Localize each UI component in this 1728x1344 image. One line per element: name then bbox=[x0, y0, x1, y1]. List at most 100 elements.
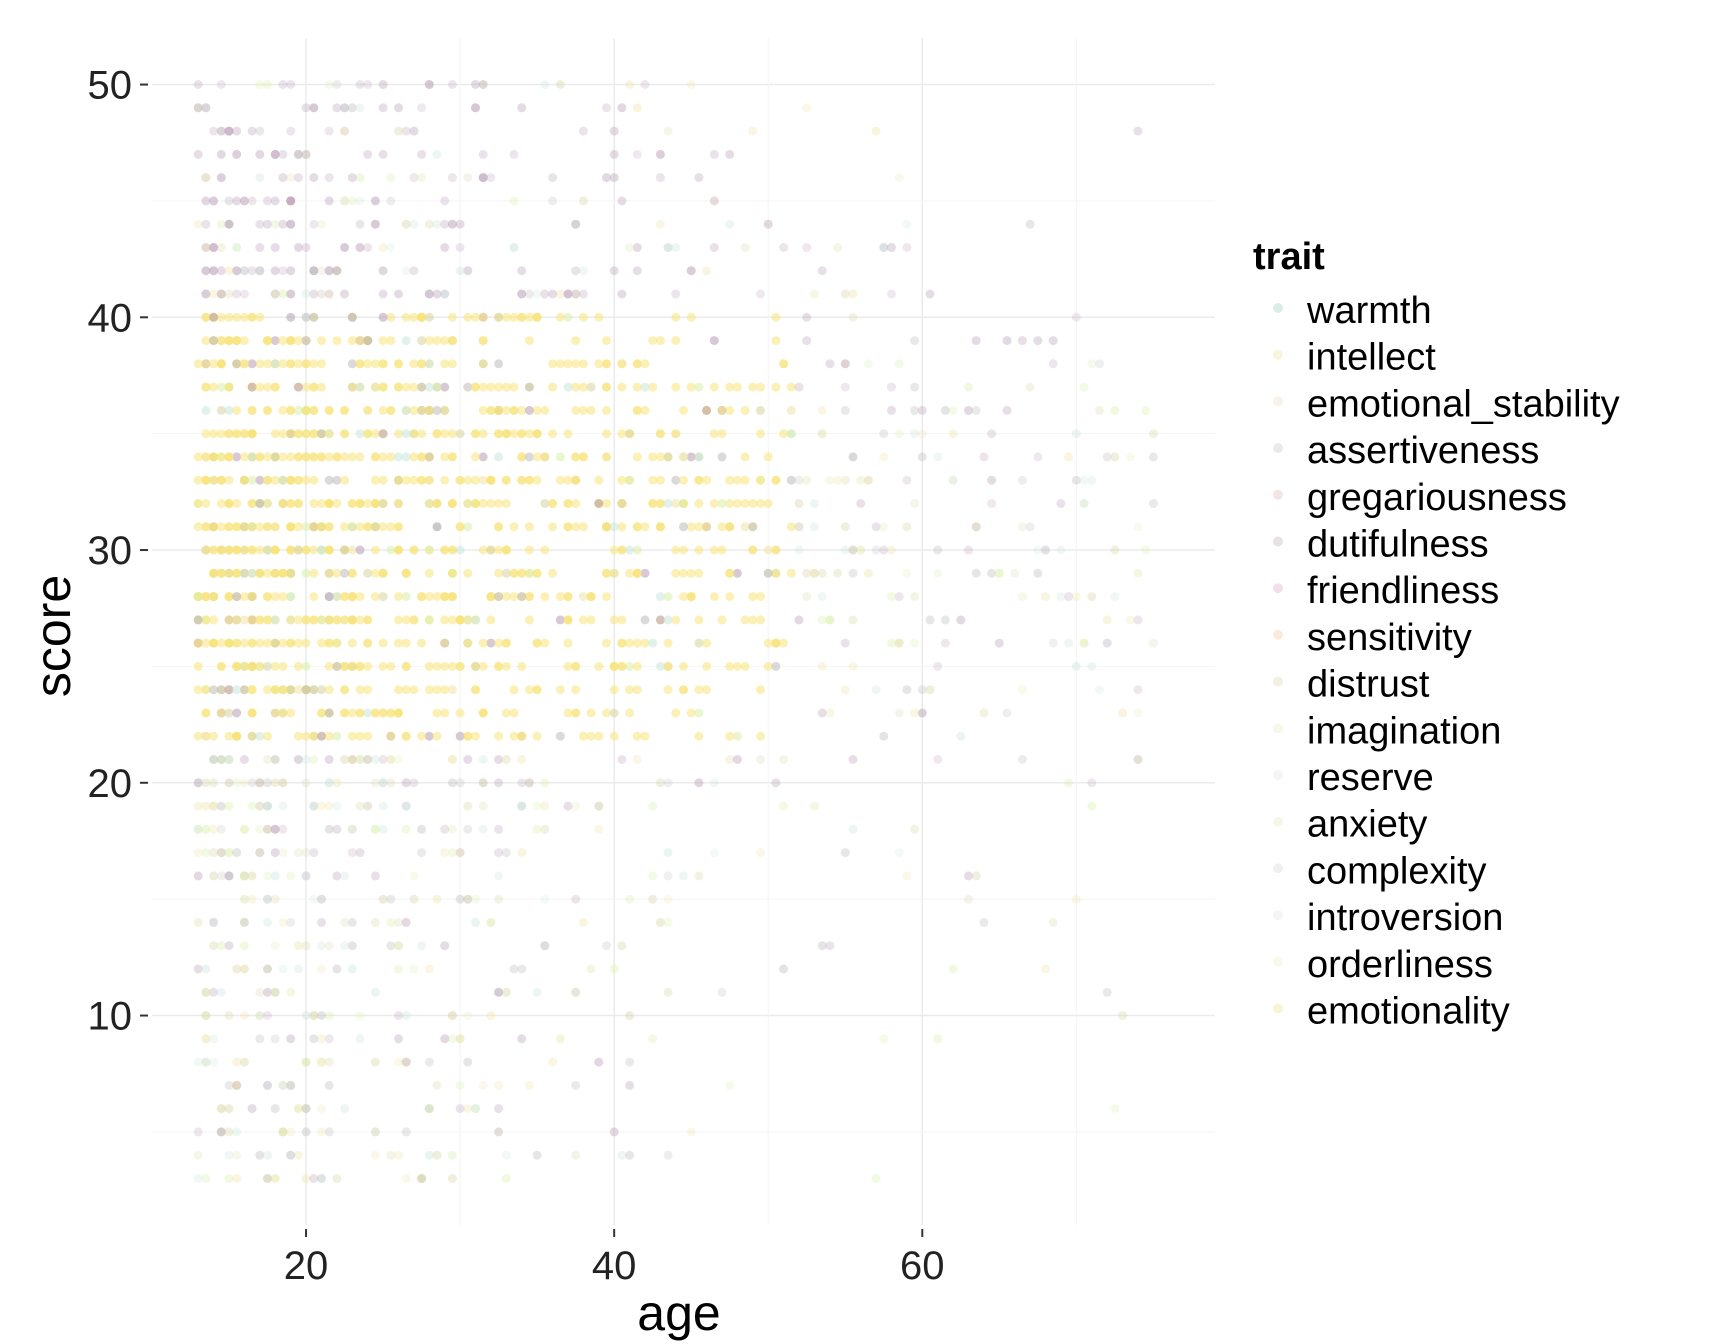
data-point bbox=[563, 382, 573, 392]
legend-key bbox=[1273, 1003, 1283, 1014]
data-point bbox=[293, 964, 303, 974]
data-point bbox=[532, 731, 542, 741]
data-point bbox=[879, 243, 889, 252]
data-point bbox=[401, 382, 411, 392]
data-point bbox=[417, 824, 427, 834]
data-point bbox=[1017, 522, 1027, 532]
data-point bbox=[994, 568, 1004, 578]
data-point bbox=[848, 755, 858, 764]
data-point bbox=[625, 661, 635, 671]
data-point bbox=[255, 1011, 265, 1020]
data-point bbox=[363, 685, 373, 695]
data-point bbox=[278, 568, 288, 578]
data-point bbox=[794, 382, 804, 392]
data-point bbox=[740, 243, 750, 252]
data-point bbox=[363, 615, 373, 625]
data-point bbox=[594, 1057, 604, 1067]
data-point bbox=[255, 219, 265, 229]
data-point bbox=[270, 987, 280, 997]
data-point bbox=[463, 615, 473, 625]
data-point bbox=[509, 592, 519, 602]
data-point bbox=[709, 592, 719, 602]
data-point bbox=[524, 778, 534, 788]
data-point bbox=[617, 103, 627, 113]
data-point bbox=[501, 499, 511, 508]
data-point bbox=[201, 1057, 211, 1067]
data-point bbox=[378, 661, 388, 671]
data-point bbox=[602, 405, 611, 415]
y-tick-label: 10 bbox=[88, 995, 133, 1039]
data-point bbox=[740, 475, 750, 485]
data-point bbox=[1133, 568, 1143, 578]
data-point bbox=[1025, 522, 1035, 532]
data-point bbox=[655, 173, 665, 183]
data-point bbox=[748, 522, 758, 532]
data-point bbox=[239, 359, 249, 369]
data-point bbox=[301, 1057, 311, 1067]
data-point bbox=[309, 499, 319, 508]
data-point bbox=[509, 522, 519, 532]
data-point bbox=[293, 731, 303, 741]
data-point bbox=[193, 685, 203, 695]
data-point bbox=[386, 731, 396, 741]
data-point bbox=[424, 289, 434, 299]
data-point bbox=[540, 801, 550, 811]
data-point bbox=[232, 848, 242, 858]
data-point bbox=[301, 661, 311, 671]
data-point bbox=[332, 475, 342, 485]
data-point bbox=[201, 685, 211, 695]
data-point bbox=[232, 266, 242, 276]
data-point bbox=[524, 429, 534, 439]
data-point bbox=[263, 452, 272, 462]
data-point bbox=[209, 545, 219, 555]
data-point bbox=[193, 778, 203, 788]
data-point bbox=[363, 755, 373, 764]
data-point bbox=[355, 80, 365, 89]
data-point bbox=[1025, 382, 1035, 392]
data-point bbox=[355, 219, 365, 229]
data-point bbox=[540, 638, 550, 648]
data-point bbox=[432, 1080, 442, 1090]
data-point bbox=[1079, 499, 1089, 508]
data-point bbox=[617, 755, 627, 764]
data-point bbox=[1102, 638, 1112, 648]
data-point bbox=[193, 359, 203, 369]
data-point bbox=[417, 336, 427, 346]
data-point bbox=[571, 708, 581, 718]
data-point bbox=[263, 661, 272, 671]
data-point bbox=[401, 778, 411, 788]
y-tick-label: 20 bbox=[88, 762, 133, 806]
data-point bbox=[232, 243, 242, 252]
data-point bbox=[571, 685, 581, 695]
data-point bbox=[424, 405, 434, 415]
data-point bbox=[409, 359, 419, 369]
data-point bbox=[232, 126, 242, 136]
data-point bbox=[578, 266, 588, 276]
data-point bbox=[224, 126, 234, 136]
data-point bbox=[648, 1034, 658, 1044]
data-point bbox=[694, 452, 704, 462]
data-point bbox=[401, 1174, 411, 1183]
data-point bbox=[340, 405, 350, 415]
data-point bbox=[517, 755, 527, 764]
data-point bbox=[725, 405, 735, 415]
data-point bbox=[524, 382, 534, 392]
data-point bbox=[1133, 615, 1143, 625]
data-point bbox=[263, 1011, 272, 1020]
data-point bbox=[648, 336, 658, 346]
data-point bbox=[324, 941, 334, 951]
data-point bbox=[517, 731, 527, 741]
data-point bbox=[232, 196, 242, 206]
data-point bbox=[725, 382, 735, 392]
data-point bbox=[394, 917, 403, 927]
data-point bbox=[694, 568, 704, 578]
data-point bbox=[239, 1011, 249, 1020]
data-point bbox=[1079, 638, 1089, 648]
data-point bbox=[247, 266, 257, 276]
data-point bbox=[756, 592, 765, 602]
data-point bbox=[324, 429, 334, 439]
data-point bbox=[417, 359, 427, 369]
data-point bbox=[332, 661, 342, 671]
data-point bbox=[424, 1104, 434, 1114]
data-point bbox=[347, 312, 357, 322]
